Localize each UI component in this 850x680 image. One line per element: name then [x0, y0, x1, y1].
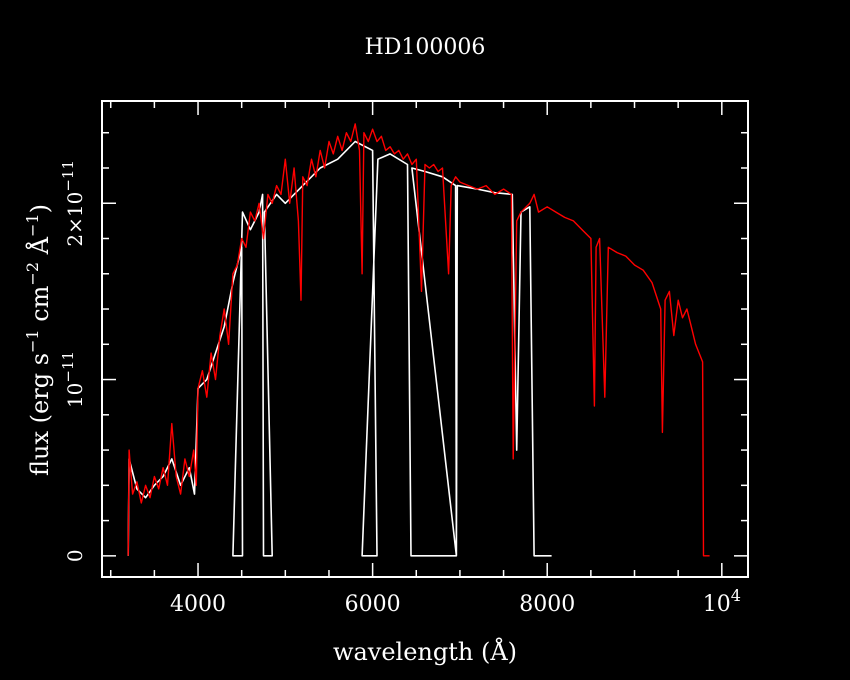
- y-axis-label-mid: cm: [26, 285, 54, 329]
- y-axis-label-prefix: flux (erg s: [26, 353, 54, 476]
- y-axis-label-cm-exp: −2: [23, 262, 42, 286]
- plot-frame: [101, 100, 749, 578]
- y-tick-label: 10−11: [59, 351, 87, 408]
- y-tick-label-group: 0: [63, 549, 87, 562]
- y-tick-label-group: 2×10−11: [59, 160, 87, 247]
- y-axis-label-s-exp: −1: [23, 329, 42, 353]
- x-tick-label: 8000: [519, 592, 575, 617]
- x-tick-label: 104: [703, 586, 741, 617]
- chart-title: HD100006: [365, 35, 486, 60]
- x-tick-label: 6000: [345, 592, 401, 617]
- y-tick-label: 0: [63, 549, 87, 562]
- y-axis-label-ang: Å: [25, 236, 54, 262]
- y-axis-label-suffix: ): [26, 204, 54, 213]
- y-tick-label: 2×10−11: [59, 160, 87, 247]
- y-axis-label: flux (erg s−1 cm−2 Å−1): [23, 204, 54, 476]
- x-tick-label: 4000: [170, 592, 226, 617]
- x-axis-label: wavelength (Å): [333, 637, 517, 666]
- y-tick-label-group: 10−11: [59, 351, 87, 408]
- y-axis-label-ang-exp: −1: [23, 213, 42, 237]
- series-line-0: [127, 140, 552, 557]
- series-line-1: [127, 123, 710, 557]
